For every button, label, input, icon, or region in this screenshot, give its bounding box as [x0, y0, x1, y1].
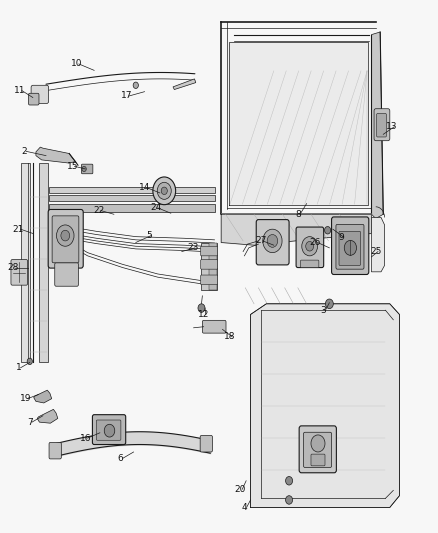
Circle shape: [302, 237, 318, 256]
Text: 24: 24: [150, 204, 161, 212]
Circle shape: [325, 299, 333, 309]
FancyBboxPatch shape: [202, 320, 226, 333]
Text: 14: 14: [139, 183, 150, 192]
Polygon shape: [21, 163, 30, 362]
FancyBboxPatch shape: [11, 260, 28, 285]
Text: 1: 1: [15, 364, 21, 372]
FancyBboxPatch shape: [201, 260, 218, 269]
Polygon shape: [371, 217, 385, 272]
FancyBboxPatch shape: [81, 164, 93, 174]
Circle shape: [82, 166, 86, 172]
Polygon shape: [251, 304, 399, 507]
FancyBboxPatch shape: [200, 435, 212, 452]
Circle shape: [311, 435, 325, 452]
Polygon shape: [39, 163, 48, 362]
Text: 4: 4: [242, 503, 247, 512]
Circle shape: [27, 358, 32, 365]
Circle shape: [153, 177, 176, 205]
Polygon shape: [49, 187, 215, 193]
Polygon shape: [173, 79, 196, 90]
Text: 16: 16: [80, 434, 91, 442]
Text: 21: 21: [13, 225, 24, 233]
Circle shape: [57, 225, 74, 246]
Text: 11: 11: [14, 86, 25, 95]
FancyBboxPatch shape: [201, 275, 218, 285]
FancyBboxPatch shape: [28, 93, 39, 105]
FancyBboxPatch shape: [92, 415, 126, 445]
FancyBboxPatch shape: [296, 227, 324, 268]
Circle shape: [198, 304, 205, 312]
Circle shape: [263, 229, 282, 253]
Polygon shape: [36, 147, 75, 163]
FancyBboxPatch shape: [48, 209, 83, 268]
Text: 2: 2: [21, 147, 27, 156]
Circle shape: [133, 82, 138, 88]
Circle shape: [306, 241, 314, 251]
FancyBboxPatch shape: [299, 426, 336, 473]
Text: 8: 8: [295, 210, 301, 219]
FancyBboxPatch shape: [96, 420, 121, 440]
FancyBboxPatch shape: [311, 454, 325, 466]
Text: 20: 20: [234, 485, 246, 494]
FancyBboxPatch shape: [201, 246, 218, 256]
FancyBboxPatch shape: [332, 217, 369, 274]
FancyBboxPatch shape: [304, 432, 332, 467]
Text: 6: 6: [117, 454, 124, 463]
FancyBboxPatch shape: [300, 260, 319, 268]
Text: 9: 9: [339, 233, 345, 241]
Text: 17: 17: [121, 92, 133, 100]
FancyBboxPatch shape: [339, 231, 360, 265]
Text: 26: 26: [310, 238, 321, 247]
Text: 19: 19: [20, 394, 31, 403]
Circle shape: [161, 187, 167, 195]
Circle shape: [61, 230, 70, 241]
FancyBboxPatch shape: [49, 442, 61, 459]
FancyBboxPatch shape: [55, 263, 78, 286]
FancyBboxPatch shape: [336, 224, 364, 269]
FancyBboxPatch shape: [31, 85, 49, 103]
Text: 3: 3: [320, 306, 326, 314]
Polygon shape: [221, 214, 371, 245]
Circle shape: [157, 182, 171, 199]
Text: 10: 10: [71, 60, 82, 68]
Polygon shape: [201, 243, 217, 290]
Polygon shape: [49, 204, 215, 212]
Text: 18: 18: [224, 333, 236, 341]
Circle shape: [286, 496, 293, 504]
Text: 5: 5: [146, 231, 152, 240]
Polygon shape: [371, 32, 383, 219]
Polygon shape: [229, 42, 368, 205]
Circle shape: [344, 240, 357, 255]
Circle shape: [104, 424, 115, 437]
Polygon shape: [49, 195, 215, 201]
FancyBboxPatch shape: [52, 216, 79, 263]
Text: 15: 15: [67, 162, 78, 171]
Polygon shape: [37, 409, 58, 423]
Text: 28: 28: [7, 263, 19, 272]
Text: 7: 7: [27, 418, 33, 426]
Circle shape: [325, 227, 331, 234]
Circle shape: [267, 235, 278, 247]
Text: 25: 25: [370, 247, 381, 256]
Text: 27: 27: [255, 237, 266, 245]
Polygon shape: [209, 243, 217, 290]
FancyBboxPatch shape: [374, 109, 390, 141]
Text: 12: 12: [198, 310, 209, 319]
Circle shape: [286, 477, 293, 485]
Text: 23: 23: [187, 244, 198, 252]
FancyBboxPatch shape: [256, 220, 289, 265]
FancyBboxPatch shape: [377, 114, 386, 137]
Polygon shape: [34, 390, 52, 403]
Text: 13: 13: [386, 123, 398, 131]
Text: 22: 22: [93, 206, 104, 215]
